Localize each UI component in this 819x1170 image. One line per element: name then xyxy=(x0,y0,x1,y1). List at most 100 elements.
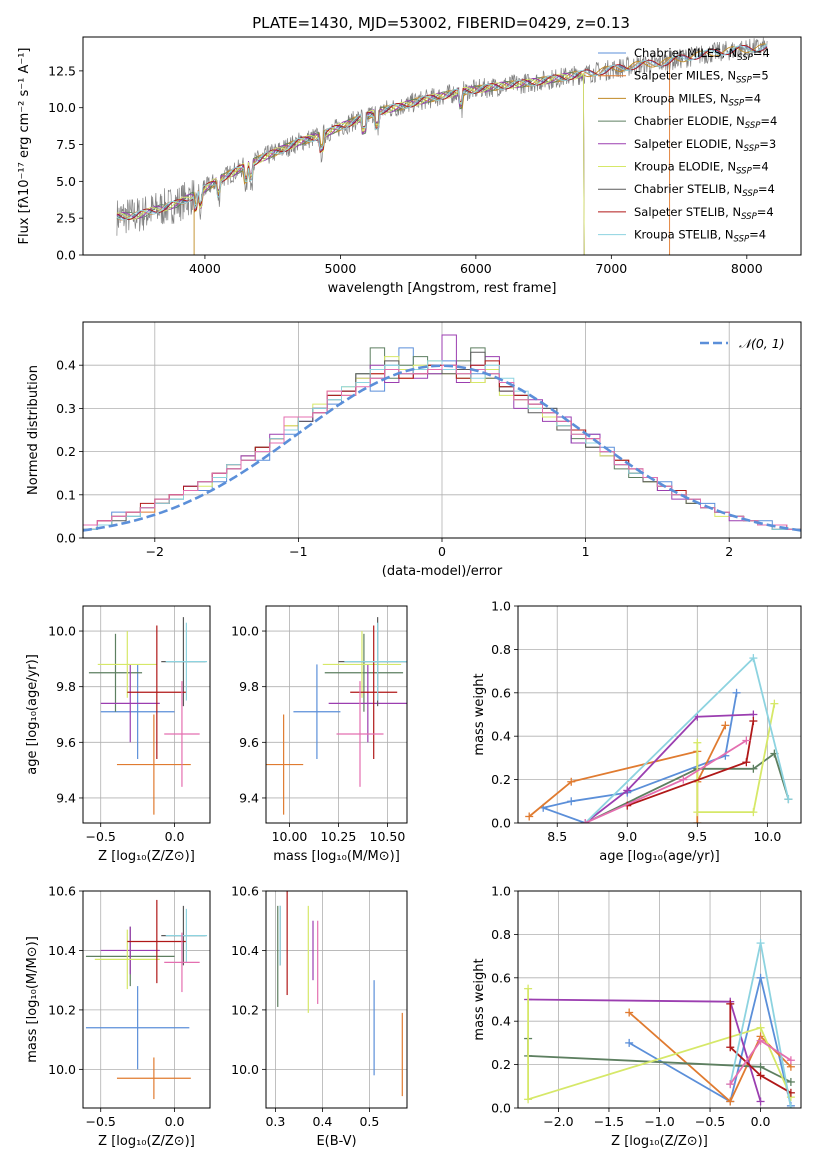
legend-sub: SSP xyxy=(741,212,757,222)
errorbar-kroupa_stelib xyxy=(344,622,407,701)
legend-tail: =3 xyxy=(759,137,776,151)
legend-entry: Kroupa STELIB, NSSP=4 xyxy=(634,228,766,245)
weight-marker xyxy=(693,738,702,747)
errorbar-chabrier_elodie xyxy=(324,633,404,712)
errorbar-salpeter_stelib xyxy=(127,625,187,760)
y-axis-label: age [log₁₀(age/yr)] xyxy=(25,654,40,775)
weight-marker xyxy=(786,1077,795,1086)
x-tick-label: 10.0 xyxy=(753,829,781,844)
errorbar-pink xyxy=(336,681,384,787)
legend-entry: Salpeter STELIB, NSSP=4 xyxy=(634,205,774,222)
axes-frame xyxy=(517,605,802,824)
weight-marker xyxy=(567,797,576,806)
weight-marker xyxy=(726,999,735,1008)
y-tick-label: 10.0 xyxy=(231,1062,259,1077)
x-tick-label: 1 xyxy=(582,544,590,559)
y-tick-label: 0.0 xyxy=(491,1101,511,1116)
axes-frame xyxy=(517,890,802,1109)
panels: 4000 5000 6000 7000 80000.02.55.07.510.012.5… xyxy=(17,36,802,1149)
y-tick-label: 10.2 xyxy=(48,1002,76,1017)
y-tick-label: 10.2 xyxy=(231,1002,259,1017)
spectrum-model-kroupa_stelib xyxy=(116,43,768,221)
plot-area xyxy=(524,939,795,1108)
axes-frame xyxy=(82,36,802,256)
spectrum-model-salpeter_miles xyxy=(116,57,671,255)
x-tick-label: −2.0 xyxy=(543,1114,573,1129)
weight-line-kroupa_elodie xyxy=(696,703,776,813)
y-tick-label: 9.4 xyxy=(56,790,76,805)
weight-marker xyxy=(726,1097,735,1106)
plot-area xyxy=(525,654,793,823)
panel-mass_weight_vs_Z: −2.0 −1.5 −1.0 −0.5 0.0 0.0 0.2 0.4 0.6 0.8 1.0 Z [… xyxy=(472,884,802,1149)
weight-marker xyxy=(756,1036,765,1045)
plot-area xyxy=(83,334,801,538)
legend-tail: =4 xyxy=(757,205,774,219)
x-tick-label: 10.00 xyxy=(272,829,308,844)
errorbar-kroupa_elodie xyxy=(322,631,402,698)
errorbar-chabrier_miles xyxy=(85,986,190,1070)
axes-frame xyxy=(82,890,211,1109)
weight-marker xyxy=(726,1080,735,1089)
legend-tail: =4 xyxy=(758,182,775,196)
legend-sub: SSP xyxy=(734,235,750,245)
grid xyxy=(83,606,210,823)
legend-label: Kroupa ELODIE, N xyxy=(634,160,736,174)
x-tick-label: 8.5 xyxy=(547,829,567,844)
y-axis-label: mass weight xyxy=(472,958,487,1040)
grid xyxy=(266,606,407,823)
histogram-series-8 xyxy=(83,364,801,538)
legend-sub: SSP xyxy=(737,53,753,63)
errorbar-salpeter_miles xyxy=(116,714,191,815)
figure-title: PLATE=1430, MJD=53002, FIBERID=0429, z=0… xyxy=(252,14,630,32)
y-tick-label: 0.0 xyxy=(491,816,511,831)
legend-entry: Salpeter ELODIE, NSSP=3 xyxy=(634,137,776,154)
weight-marker xyxy=(756,1062,765,1071)
legend-sub: SSP xyxy=(729,98,745,108)
x-tick-label: 0.0 xyxy=(165,829,185,844)
legend-label: Chabrier MILES, N xyxy=(634,46,737,60)
y-tick-label: 9.6 xyxy=(56,735,76,750)
weight-marker xyxy=(749,717,758,726)
legend-label: Chabrier ELODIE, N xyxy=(634,114,745,128)
y-axis-label: Flux [fλ10⁻¹⁷ erg cm⁻² s⁻¹ A⁻¹] xyxy=(17,48,32,245)
errorbar-salpeter_miles xyxy=(116,1057,191,1100)
legend-entry: Chabrier ELODIE, NSSP=4 xyxy=(634,114,777,131)
panel-residuals: −2 −1 0 1 2 0.0 0.1 0.2 0.3 0.4 (data-model)/error… xyxy=(26,321,802,579)
weight-marker xyxy=(581,819,590,823)
errorbar-salpeter_elodie xyxy=(100,926,160,975)
y-tick-label: 0.1 xyxy=(56,487,76,502)
axes-frame xyxy=(265,890,408,1109)
x-axis-label: Z [log₁₀(Z/Z⊙)] xyxy=(98,849,195,864)
weight-marker xyxy=(693,819,702,823)
legend-entry: Chabrier STELIB, NSSP=4 xyxy=(634,182,775,199)
weight-line-salpeter_elodie xyxy=(528,998,762,1102)
legend-label: Salpeter MILES, N xyxy=(634,69,736,83)
y-tick-label: 1.0 xyxy=(491,599,511,614)
weight-marker xyxy=(786,1056,795,1065)
plot-area xyxy=(85,899,208,1100)
x-axis-label: Z [log₁₀(Z/Z⊙)] xyxy=(611,1134,708,1149)
weight-line-chabrier_miles xyxy=(540,692,738,823)
x-tick-label: −1 xyxy=(289,544,307,559)
weight-marker xyxy=(770,699,779,708)
x-axis-label: wavelength [Angstrom, rest frame] xyxy=(328,281,557,296)
weight-marker xyxy=(625,1038,634,1047)
x-axis-label: Z [log₁₀(Z/Z⊙)] xyxy=(98,1134,195,1149)
errorbar-chabrier_miles xyxy=(100,664,175,760)
y-tick-label: 12.5 xyxy=(48,63,76,78)
y-tick-label: 1.0 xyxy=(491,884,511,899)
weight-marker xyxy=(756,973,765,982)
legend-entry: Salpeter MILES, NSSP=5 xyxy=(634,69,769,86)
errorbar-kroupa_stelib xyxy=(165,908,208,963)
errorbar-salpeter_stelib xyxy=(350,625,398,760)
y-tick-label: 0.8 xyxy=(491,927,511,942)
y-tick-label: 7.5 xyxy=(56,137,76,152)
x-tick-label: 0.5 xyxy=(359,1114,379,1129)
y-tick-label: 0.6 xyxy=(491,970,511,985)
legend-tail: =4 xyxy=(760,114,777,128)
weight-marker xyxy=(525,812,534,821)
weight-marker xyxy=(742,736,751,745)
x-tick-label: 8000 xyxy=(731,261,763,276)
y-tick-label: 0.2 xyxy=(56,444,76,459)
errorbar-salpeter_elodie xyxy=(100,664,160,743)
